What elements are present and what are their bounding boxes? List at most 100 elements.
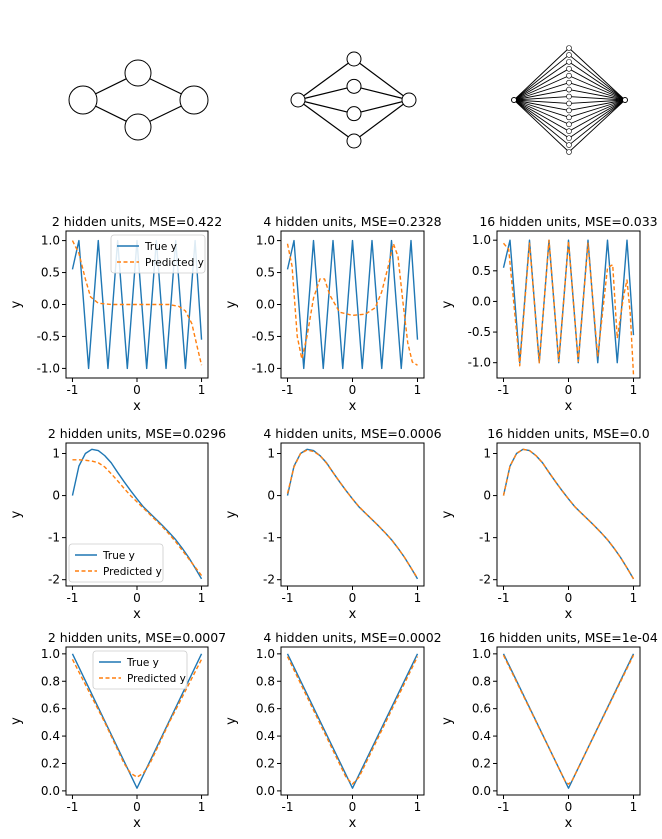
x-axis-label: x — [349, 816, 357, 831]
edge-in-2 — [513, 61, 570, 101]
hidden-node-2 — [346, 106, 362, 122]
output-node — [179, 85, 209, 115]
edge-in-3 — [513, 68, 570, 101]
y-tick-label: 0 — [52, 489, 60, 503]
hidden-node-1 — [124, 113, 152, 141]
edge-out-13 — [568, 99, 626, 139]
x-tick-label: 0 — [349, 591, 357, 605]
y-tick-label: 0.5 — [256, 266, 275, 280]
network-diagram-4-hidden — [290, 51, 417, 149]
y-tick-label: 1.0 — [472, 233, 491, 247]
x-tick-label: -1 — [66, 800, 78, 814]
edge-in-10 — [513, 99, 570, 118]
y-tick-label: 1.0 — [41, 234, 60, 248]
predicted-y-line — [286, 243, 418, 366]
y-tick-label: 0.4 — [41, 729, 60, 743]
input-node — [511, 97, 517, 103]
y-tick-label: 0.0 — [41, 784, 60, 798]
x-axis-label: x — [133, 399, 141, 414]
y-axis-label: y — [224, 300, 239, 308]
axes-frame — [496, 442, 641, 587]
true-y-line — [502, 239, 635, 364]
x-tick-label: 1 — [414, 591, 422, 605]
predicted-y-line — [286, 449, 419, 579]
x-tick-label: -1 — [66, 383, 78, 397]
y-tick-label: 0.6 — [41, 702, 60, 716]
y-tick-label: 0.0 — [41, 298, 60, 312]
y-tick-label: -1.0 — [37, 361, 60, 375]
y-tick-label: 0.6 — [472, 702, 491, 716]
hidden-node-14 — [566, 142, 572, 148]
x-tick-label: -1 — [498, 591, 510, 605]
legend: True y Predicted y — [92, 650, 188, 690]
edge-out-0 — [353, 58, 410, 101]
y-tick-label: 1.0 — [256, 647, 275, 661]
subplot-title: 2 hidden units, MSE=0.422 — [52, 214, 222, 229]
edge-in-8 — [513, 99, 570, 104]
hidden-node-4 — [566, 72, 572, 79]
y-tick-label: 0.0 — [472, 784, 491, 798]
y-tick-label: 0.2 — [256, 756, 275, 770]
edge-in-6 — [513, 89, 570, 101]
subplot-2: -1 0 1 -1.0 -0.5 0.0 0.5 1.0 4 hidden units, MSE… — [224, 214, 442, 414]
y-tick-label: 1.0 — [41, 647, 60, 661]
hidden-node-9 — [566, 107, 572, 114]
subplot-3: -1 0 1 -1.0 -0.5 0.0 0.5 1.0 16 hidden units, MS… — [440, 214, 658, 414]
hidden-node-3 — [566, 66, 572, 72]
axes-frame — [496, 646, 641, 796]
x-tick-label: 1 — [198, 383, 206, 397]
y-tick-label: -0.5 — [252, 329, 275, 343]
x-tick-label: 1 — [414, 800, 422, 814]
legend-box — [110, 234, 206, 274]
y-tick-label: 1.0 — [472, 647, 491, 661]
network-diagrams — [68, 45, 628, 155]
y-tick-label: 1.0 — [256, 234, 275, 248]
edge-out-3 — [353, 99, 410, 142]
edge-in-1 — [297, 85, 355, 101]
edge-in-14 — [513, 99, 570, 146]
edge-in-4 — [513, 75, 570, 101]
legend-label: Predicted y — [145, 257, 204, 269]
x-tick-label: 1 — [198, 591, 206, 605]
hidden-node-11 — [566, 121, 572, 128]
predicted-y-line — [286, 656, 419, 785]
subplot-4: -1 0 1 -2 -1 0 1 2 hidden units, MSE=0.0296 x y Tr… — [9, 426, 226, 622]
edge-out-9 — [568, 99, 626, 111]
subplot-title: 2 hidden units, MSE=0.0007 — [48, 630, 226, 645]
y-tick-label: -1.0 — [468, 356, 491, 370]
true-y-line — [286, 448, 419, 580]
edge-out-14 — [568, 99, 626, 146]
subplot-title: 2 hidden units, MSE=0.0296 — [48, 426, 226, 441]
predicted-y-line — [71, 659, 203, 778]
hidden-node-5 — [566, 79, 572, 86]
y-tick-label: 1 — [52, 447, 60, 461]
y-tick-label: 0.0 — [256, 298, 275, 312]
x-tick-label: 1 — [630, 591, 638, 605]
edge-in-12 — [513, 99, 570, 132]
x-tick-label: 1 — [630, 383, 638, 397]
legend-label: Predicted y — [103, 566, 162, 578]
true-y-line — [71, 448, 203, 580]
true-y-line — [502, 653, 635, 789]
y-tick-label: -0.5 — [37, 329, 60, 343]
legend-label: True y — [144, 241, 177, 253]
y-axis-label: y — [440, 510, 455, 518]
output-node — [401, 92, 417, 108]
hidden-node-6 — [566, 86, 572, 93]
y-tick-label: 0 — [483, 489, 491, 503]
input-node — [290, 92, 306, 108]
legend-label: True y — [102, 550, 135, 562]
edge-in-2 — [297, 99, 355, 115]
edge-in-9 — [513, 99, 570, 111]
y-tick-label: -2 — [48, 573, 60, 587]
edge-out-11 — [568, 99, 626, 125]
hidden-node-0 — [346, 51, 362, 67]
x-tick-label: 0 — [565, 591, 573, 605]
edge-out-7 — [568, 96, 626, 101]
hidden-node-0 — [566, 45, 572, 51]
predicted-y-line — [71, 240, 203, 366]
edge-in-0 — [513, 47, 570, 101]
predicted-y-line — [502, 654, 635, 785]
subplot-1: -1 0 1 -1.0 -0.5 0.0 0.5 1.0 2 hidden units, MSE… — [9, 214, 222, 414]
edge-in-13 — [513, 99, 570, 139]
